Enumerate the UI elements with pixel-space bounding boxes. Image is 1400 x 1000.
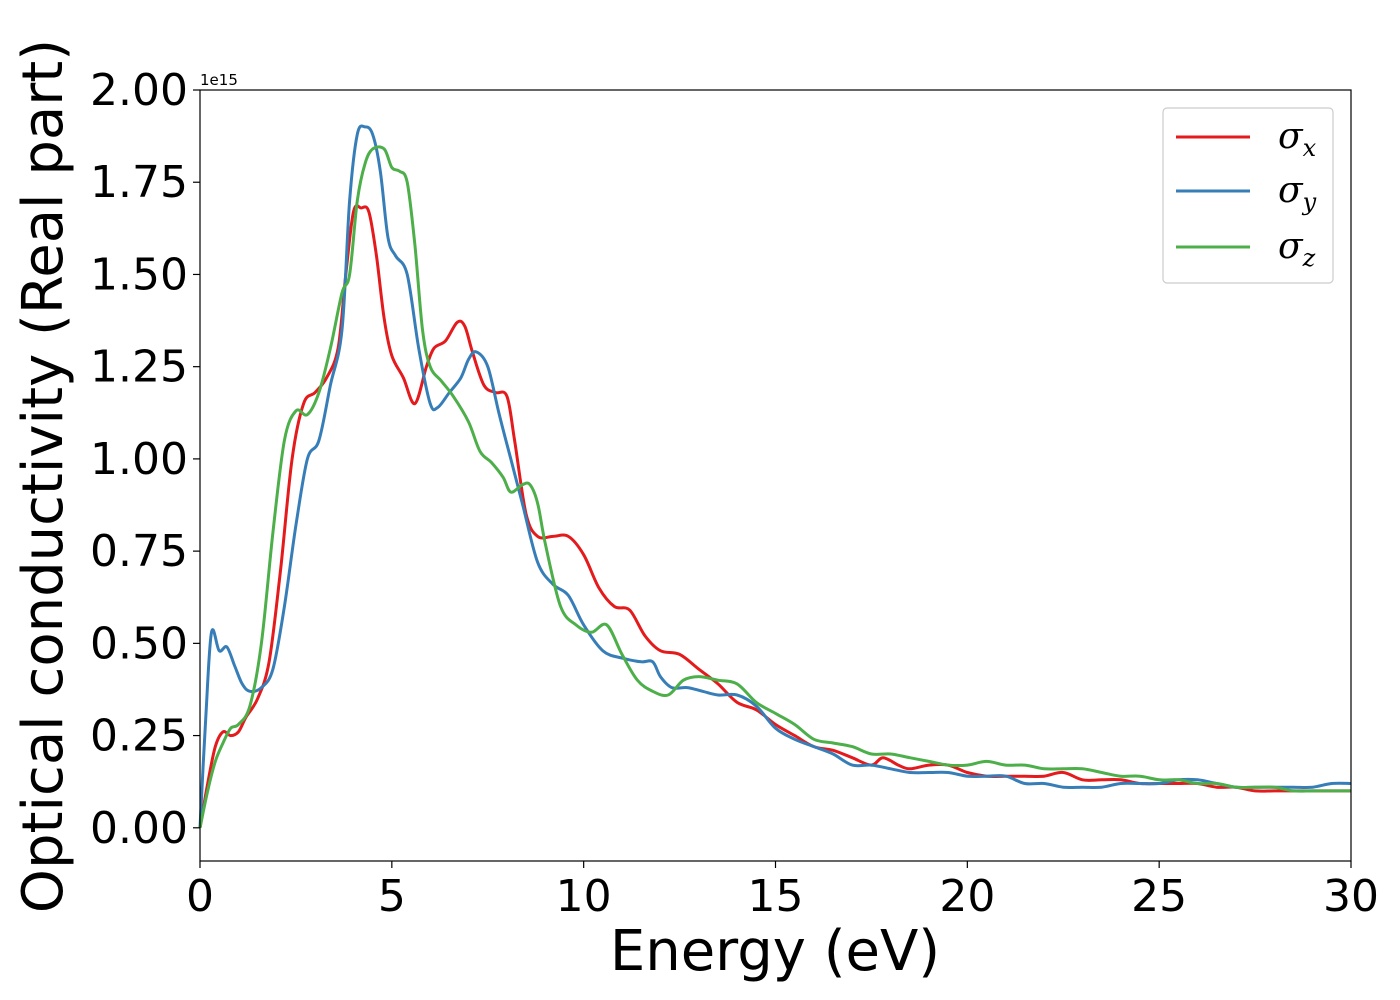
series-line-y	[198, 124, 1352, 828]
y-axis-title: Optical conductivity (Real part)	[11, 39, 76, 913]
y-tick-label: 1.00	[90, 434, 188, 485]
x-tick-label: 5	[378, 871, 406, 922]
legend-entry-y-sub: y	[1302, 188, 1317, 216]
x-tick-label: 10	[556, 871, 612, 922]
x-tick-label: 20	[939, 871, 995, 922]
y-tick-label: 0.50	[90, 618, 188, 669]
series-line-x	[198, 204, 1351, 829]
legend-box	[1162, 107, 1334, 284]
y-tick-label: 0.75	[90, 526, 188, 577]
x-tick-label: 30	[1323, 871, 1379, 922]
legend-entry-x-base: σ	[1278, 116, 1304, 157]
x-axis: 0 5 10 15 20 25 30	[186, 861, 1379, 922]
x-tick-label: 15	[748, 871, 804, 922]
y-tick-label: 0.25	[90, 711, 188, 762]
legend-entry-x: σx	[1278, 116, 1317, 162]
legend-entry-y: σy	[1278, 170, 1317, 216]
legend-entry-x-sub: x	[1303, 134, 1317, 162]
legend-entry-z-base: σ	[1278, 226, 1304, 267]
x-axis-title: Energy (eV)	[610, 919, 940, 984]
y-tick-label: 2.00	[90, 65, 188, 116]
legend-entry-z: σz	[1278, 226, 1316, 272]
legend-entry-y-base: σ	[1278, 170, 1304, 211]
y-tick-label: 0.00	[90, 803, 188, 854]
series-layer	[198, 124, 1352, 829]
y-tick-label: 1.75	[90, 157, 188, 208]
y-tick-label: 1.50	[90, 249, 188, 300]
x-tick-label: 0	[186, 871, 214, 922]
y-offset-label: 1e15	[200, 71, 238, 89]
legend-entry-z-sub: z	[1302, 244, 1316, 272]
legend: σx σy σz	[1162, 107, 1334, 284]
series-line-z	[198, 145, 1351, 829]
x-tick-label: 25	[1131, 871, 1187, 922]
y-axis: 0.00 0.25 0.50 0.75 1.00 1.25 1.50 1.75 2.00	[90, 65, 200, 854]
y-tick-label: 1.25	[90, 342, 188, 393]
